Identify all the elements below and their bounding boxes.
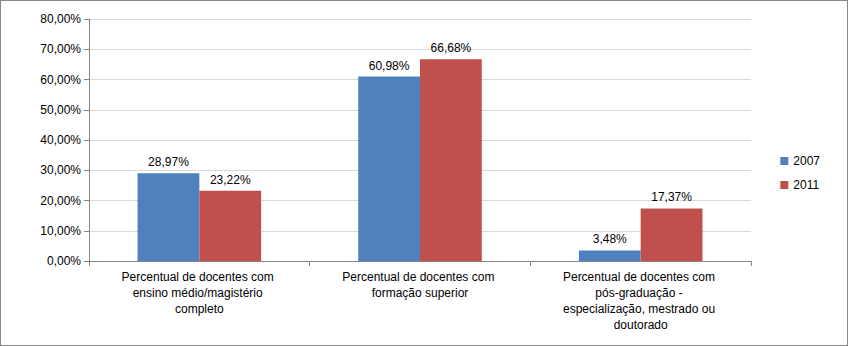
svg-text:pós-graduação -: pós-graduação - [595, 286, 686, 300]
svg-text:20,00%: 20,00% [40, 194, 81, 208]
svg-text:ensino médio/magistério: ensino médio/magistério [133, 286, 266, 300]
svg-text:Percentual de docentes com: Percentual de docentes com [563, 270, 718, 284]
svg-text:60,00%: 60,00% [40, 73, 81, 87]
svg-text:40,00%: 40,00% [40, 133, 81, 147]
svg-text:10,00%: 10,00% [40, 224, 81, 238]
svg-text:Percentual de docentes com: Percentual de docentes com [122, 270, 277, 284]
svg-text:80,00%: 80,00% [40, 12, 81, 26]
svg-text:23,22%: 23,22% [210, 173, 251, 187]
svg-text:66,68%: 66,68% [431, 41, 472, 55]
svg-text:2007: 2007 [793, 154, 820, 168]
svg-text:28,97%: 28,97% [148, 155, 189, 169]
svg-text:0,00%: 0,00% [47, 254, 81, 268]
svg-text:17,37%: 17,37% [651, 190, 692, 204]
svg-text:30,00%: 30,00% [40, 163, 81, 177]
svg-text:50,00%: 50,00% [40, 103, 81, 117]
svg-text:doutorado: doutorado [614, 318, 668, 332]
svg-text:formação superior: formação superior [372, 286, 469, 300]
svg-text:especialização, mestrado ou: especialização, mestrado ou [563, 302, 718, 316]
svg-text:70,00%: 70,00% [40, 42, 81, 56]
svg-text:Percentual de docentes com: Percentual de docentes com [342, 270, 497, 284]
svg-text:60,98%: 60,98% [369, 59, 410, 73]
svg-text:2011: 2011 [793, 178, 819, 192]
svg-text:completo: completo [175, 302, 224, 316]
svg-text:3,48%: 3,48% [593, 232, 627, 246]
